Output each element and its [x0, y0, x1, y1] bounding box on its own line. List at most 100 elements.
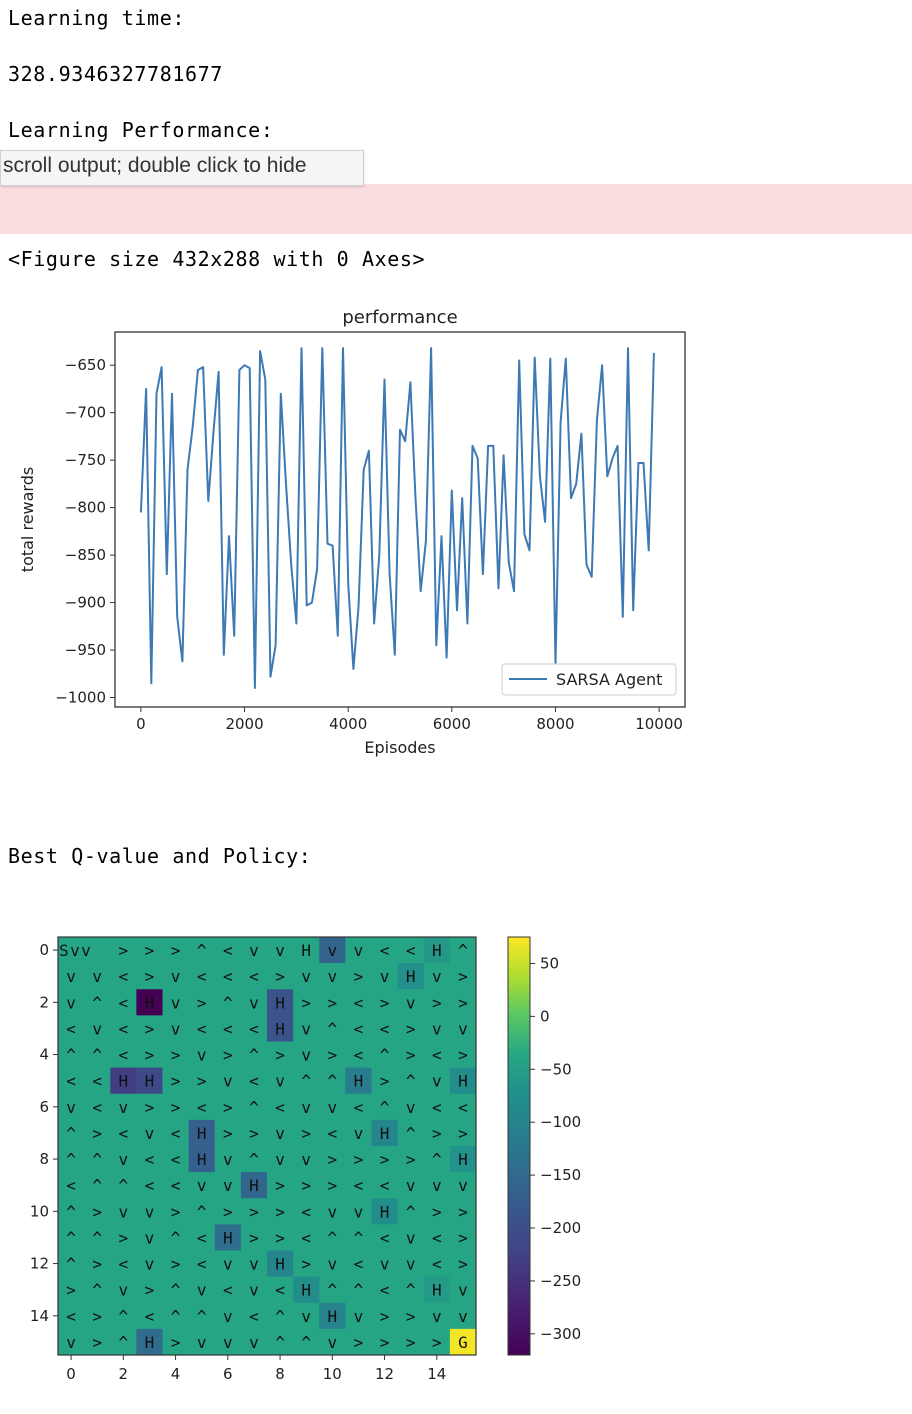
- heatmap-cell: [240, 1093, 268, 1121]
- heatmap-cell: [293, 937, 320, 964]
- heatmap-y-tick-label: 6: [39, 1098, 49, 1116]
- heatmap-cell: [345, 1250, 372, 1278]
- heatmap-cell: [84, 937, 111, 964]
- x-tick-label: 4000: [329, 715, 367, 733]
- heatmap-cell: [110, 1041, 137, 1069]
- policy-symbol: v: [223, 1150, 233, 1169]
- heatmap-cell: [188, 1015, 216, 1042]
- policy-symbol: ^: [171, 1228, 181, 1247]
- heatmap-cell: [84, 1041, 111, 1069]
- heatmap-cell: [214, 1067, 242, 1095]
- policy-symbol: ^: [197, 1307, 207, 1326]
- heatmap-cell: [240, 937, 268, 964]
- heatmap-cell: [136, 1015, 163, 1042]
- heatmap-cell: [449, 1172, 477, 1199]
- policy-symbol: v: [223, 1307, 233, 1326]
- heatmap-cell: [319, 1276, 346, 1304]
- heatmap-cell: [319, 1015, 346, 1042]
- policy-symbol: v: [145, 1124, 155, 1143]
- policy-symbol: v: [458, 1281, 468, 1300]
- heatmap-cell: [293, 1276, 320, 1304]
- heatmap-cell: [240, 1119, 268, 1147]
- heatmap-x-tick-label: 6: [223, 1365, 233, 1383]
- heatmap-cell: [136, 1146, 163, 1173]
- heatmap-cell: [188, 989, 216, 1016]
- policy-symbol: ^: [118, 1176, 128, 1195]
- heatmap-cell: [240, 1250, 268, 1278]
- policy-symbol: >: [223, 1202, 233, 1221]
- policy-symbol: ^: [66, 1202, 76, 1221]
- policy-symbol: >: [145, 941, 155, 960]
- policy-symbol: <: [249, 1307, 259, 1326]
- heatmap-cell: [397, 1172, 425, 1199]
- policy-symbol: <: [171, 1124, 181, 1143]
- policy-symbol: ^: [458, 941, 468, 960]
- heatmap-cell: [58, 1172, 85, 1199]
- policy-symbol: <: [66, 1176, 76, 1195]
- heatmap-cell: [449, 1198, 477, 1225]
- heatmap-cell: [319, 1041, 346, 1069]
- heatmap-cell: [136, 1224, 163, 1251]
- policy-symbol: v: [145, 1255, 155, 1274]
- policy-symbol: v: [223, 1072, 233, 1091]
- heatmap-cell: [449, 1146, 477, 1173]
- heatmap-cell: [449, 1093, 477, 1121]
- policy-symbol: H: [197, 1124, 207, 1143]
- heatmap-cell: [345, 1172, 372, 1199]
- heatmap-cell: [319, 1250, 346, 1278]
- heatmap-cell: [397, 1146, 425, 1173]
- heatmap-cell: [371, 1093, 399, 1121]
- policy-symbol: >: [171, 1333, 181, 1352]
- policy-symbol: <: [249, 1019, 259, 1038]
- heatmap-cell: [423, 989, 451, 1016]
- policy-symbol: H: [145, 1072, 155, 1091]
- heatmap-cell: [345, 963, 372, 990]
- policy-symbol: v: [458, 1019, 468, 1038]
- heatmap-cell: [371, 1041, 399, 1069]
- heatmap-cell: [214, 1146, 242, 1173]
- heatmap-cell: [84, 989, 111, 1016]
- heatmap-frame: [57, 936, 477, 1356]
- colorbar-tick-label: −100: [540, 1113, 581, 1131]
- policy-symbol: >: [275, 1202, 285, 1221]
- heatmap-cell: [240, 1328, 268, 1356]
- policy-symbol: >: [171, 1046, 181, 1065]
- policy-symbol: v: [354, 1124, 364, 1143]
- policy-symbol: H: [275, 1019, 285, 1038]
- heatmap-cell: [449, 1224, 477, 1251]
- heatmap-cell: [293, 1015, 320, 1042]
- scroll-output-tooltip[interactable]: scroll output; double click to hide: [0, 150, 364, 186]
- policy-symbol: <: [458, 1098, 468, 1117]
- colorbar-tick-label: 50: [540, 954, 559, 972]
- heatmap-cell: [371, 1276, 399, 1304]
- policy-symbol: >: [301, 1124, 311, 1143]
- heatmap-cell: [214, 1250, 242, 1278]
- heatmap-cell: [214, 1276, 242, 1304]
- heatmap-cell: [267, 1067, 294, 1095]
- heatmap-cell: [136, 1093, 163, 1121]
- policy-symbol: >: [249, 1228, 259, 1247]
- policy-symbol: ^: [66, 1150, 76, 1169]
- heatmap-cell: [110, 1328, 137, 1356]
- policy-symbol: <: [118, 1046, 128, 1065]
- heatmap-cell: [371, 1015, 399, 1042]
- heatmap-cell: [136, 1198, 163, 1225]
- policy-symbol: H: [380, 1124, 390, 1143]
- policy-symbol: ^: [171, 1281, 181, 1300]
- heatmap-cell: [345, 1198, 372, 1225]
- policy-symbol: v: [145, 1228, 155, 1247]
- policy-symbol: v: [171, 967, 181, 986]
- policy-symbol: <: [197, 1255, 207, 1274]
- heatmap-cell: [397, 1224, 425, 1251]
- heatmap-cell: [58, 1093, 85, 1121]
- policy-symbol: v: [66, 1333, 76, 1352]
- heatmap-cell: [267, 1041, 294, 1069]
- heatmap-cell: [293, 1198, 320, 1225]
- policy-symbol: ^: [171, 1307, 181, 1326]
- policy-symbol: <: [354, 1098, 364, 1117]
- policy-symbol: v: [66, 967, 76, 986]
- policy-symbol: v: [406, 993, 416, 1012]
- policy-symbol: v: [301, 1307, 311, 1326]
- y-axis-label: total rewards: [18, 467, 37, 572]
- heatmap-cell: [162, 963, 190, 990]
